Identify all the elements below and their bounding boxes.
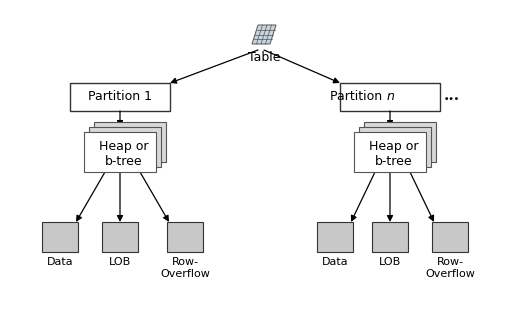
Text: Heap or
b-tree: Heap or b-tree (369, 140, 419, 168)
FancyBboxPatch shape (364, 122, 436, 162)
FancyBboxPatch shape (42, 222, 78, 252)
Text: $n$: $n$ (386, 90, 395, 103)
FancyBboxPatch shape (359, 127, 431, 167)
Text: Row-
Overflow: Row- Overflow (425, 257, 475, 279)
Text: Data: Data (47, 257, 73, 267)
Text: Data: Data (321, 257, 349, 267)
FancyBboxPatch shape (432, 222, 468, 252)
Text: Table: Table (248, 51, 280, 64)
Text: ...: ... (444, 89, 460, 103)
FancyBboxPatch shape (340, 83, 440, 111)
FancyBboxPatch shape (372, 222, 408, 252)
FancyBboxPatch shape (94, 122, 166, 162)
FancyBboxPatch shape (167, 222, 203, 252)
FancyBboxPatch shape (354, 132, 426, 172)
FancyBboxPatch shape (102, 222, 138, 252)
Polygon shape (252, 25, 276, 44)
FancyBboxPatch shape (317, 222, 353, 252)
Text: Heap or
b-tree: Heap or b-tree (99, 140, 149, 168)
FancyBboxPatch shape (89, 127, 161, 167)
Text: Row-
Overflow: Row- Overflow (160, 257, 210, 279)
FancyBboxPatch shape (70, 83, 170, 111)
Text: LOB: LOB (109, 257, 131, 267)
Text: LOB: LOB (379, 257, 401, 267)
Text: Partition 1: Partition 1 (88, 90, 152, 103)
FancyBboxPatch shape (84, 132, 156, 172)
Text: Partition: Partition (330, 90, 386, 103)
